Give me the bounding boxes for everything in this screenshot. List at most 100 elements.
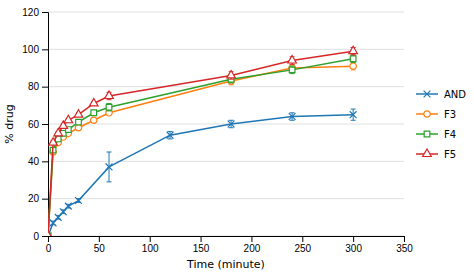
error-bar-cap (290, 120, 295, 121)
tick-mark (42, 49, 48, 50)
point (91, 110, 97, 116)
grid-line (48, 86, 404, 87)
series (48, 46, 357, 236)
plot: 050100150200250300350020406080100120 (22, 7, 413, 254)
x-axis-title: Time (minute) (186, 258, 265, 271)
point (74, 110, 83, 117)
tick-mark (404, 236, 405, 242)
tick: 80 (28, 81, 48, 92)
legend-label: F3 (444, 109, 456, 120)
error-bar (168, 131, 173, 138)
tick: 50 (94, 236, 106, 254)
point (48, 231, 52, 236)
tick: 350 (396, 236, 413, 254)
axis-line (42, 13, 49, 237)
error-bar-cap (351, 54, 356, 55)
tick-label: 0 (33, 231, 39, 242)
tick: 0 (33, 231, 48, 242)
tick-mark (42, 87, 48, 88)
error-bar (91, 111, 96, 115)
grid-line (48, 12, 404, 13)
tick-label: 150 (193, 243, 210, 254)
error-bar-cap (290, 64, 295, 65)
tick: 120 (22, 7, 48, 18)
tick-label: 20 (28, 193, 40, 204)
error-bar-cap (168, 138, 173, 139)
tick-mark (201, 236, 202, 242)
tick-label: 120 (22, 7, 39, 18)
tick-mark (42, 199, 48, 200)
point (64, 115, 73, 122)
legend-label: F4 (444, 129, 456, 140)
error-bar-cap (107, 152, 112, 153)
tick-label: 350 (396, 243, 413, 254)
tick-mark (42, 124, 48, 125)
point (89, 99, 98, 106)
point (288, 56, 297, 63)
tick-mark (42, 12, 48, 13)
point (106, 104, 112, 110)
error-bar (107, 103, 112, 110)
legend-marker (423, 149, 432, 156)
tick-label: 200 (244, 243, 261, 254)
point (227, 71, 236, 78)
tick: 20 (28, 193, 48, 204)
x-axis: 0 50 100 150 200 250 300 350 (46, 236, 414, 254)
legend-marker (424, 131, 430, 137)
error-bar-cap (107, 99, 112, 100)
tick-label: 80 (28, 81, 40, 92)
error-bar (290, 113, 295, 120)
tick-mark (150, 236, 151, 242)
tick-mark (302, 236, 303, 242)
series-group (48, 46, 357, 236)
tick-label: 250 (294, 243, 311, 254)
point (54, 128, 63, 135)
tick-mark (353, 236, 354, 242)
tick-mark (99, 236, 100, 242)
legend-label: F5 (444, 149, 456, 160)
error-bar-cap (229, 127, 234, 128)
error-bar-cap (168, 131, 173, 132)
error-bar-cap (290, 112, 295, 113)
error-bar-cap (290, 64, 295, 65)
legend-entry: F5 (416, 149, 456, 160)
error-bar-cap (229, 120, 234, 121)
legend: AND F3 F4 F5 (416, 89, 466, 160)
legend-marker (424, 91, 431, 98)
tick: 100 (142, 236, 159, 254)
error-bar-cap (107, 181, 112, 182)
point (76, 119, 82, 125)
legend-label: AND (444, 89, 466, 100)
tick-mark (42, 236, 48, 237)
error-bar (107, 152, 112, 182)
grid-line (48, 198, 404, 199)
error-bar-cap (351, 54, 356, 55)
line (48, 51, 353, 236)
point (167, 132, 174, 139)
tick: 200 (244, 236, 261, 254)
point (228, 121, 235, 128)
tick: 300 (345, 236, 362, 254)
legend-marker (424, 111, 430, 117)
line (48, 66, 353, 236)
error-bar-cap (351, 109, 356, 110)
grid (48, 12, 404, 236)
y-axis: 020406080100120 (22, 7, 48, 242)
tick-label: 60 (28, 119, 40, 130)
series (48, 109, 357, 236)
tick: 150 (193, 236, 210, 254)
point (65, 203, 72, 210)
tick: 60 (28, 119, 48, 130)
point (75, 197, 82, 204)
tick-label: 0 (46, 243, 52, 254)
legend-entry: F4 (416, 129, 456, 140)
point (91, 117, 97, 123)
chart: 050100150200250300350020406080100120Time… (0, 0, 474, 274)
legend-entry: F3 (416, 109, 456, 120)
tick-label: 40 (28, 156, 40, 167)
error-bar (351, 109, 356, 120)
point (106, 164, 113, 171)
point (105, 91, 114, 98)
line (48, 59, 353, 236)
point (49, 138, 58, 145)
